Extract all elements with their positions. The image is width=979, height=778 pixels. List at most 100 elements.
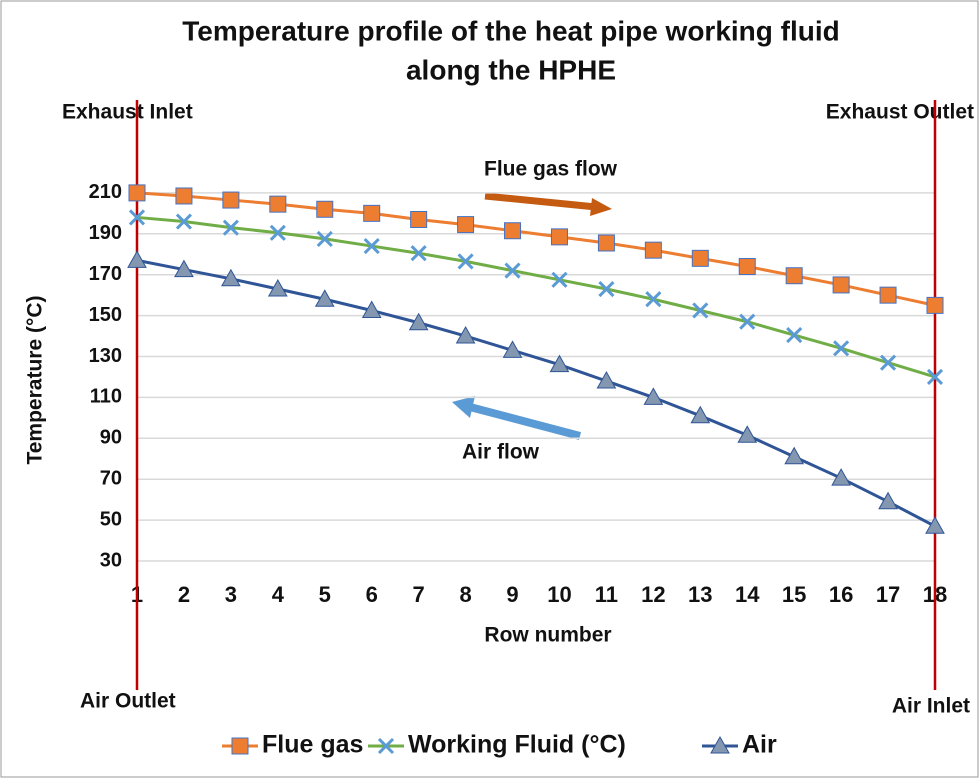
x-tick-label: 11	[595, 582, 618, 607]
marker	[643, 387, 664, 405]
marker	[457, 216, 475, 234]
annotation: Air flow	[462, 441, 540, 464]
y-tick-label: 190	[89, 222, 122, 244]
y-tick-label: 90	[100, 427, 122, 449]
marker	[269, 224, 286, 241]
annotation: Exhaust Inlet	[62, 101, 193, 124]
marker	[597, 234, 615, 252]
marker	[316, 200, 334, 218]
annotation: Air Inlet	[892, 695, 970, 718]
marker	[316, 230, 333, 247]
marker	[175, 213, 193, 230]
legend-label: Working Fluid (°C)	[408, 731, 626, 759]
marker	[377, 737, 395, 755]
flow-arrow	[484, 192, 597, 211]
marker	[174, 259, 194, 278]
marker	[455, 326, 476, 344]
x-tick-label: 17	[876, 582, 900, 607]
marker	[645, 291, 662, 308]
marker	[710, 735, 730, 754]
flow-arrow	[468, 403, 582, 440]
marker	[926, 296, 944, 314]
marker	[739, 313, 756, 330]
marker	[690, 405, 711, 424]
marker	[128, 209, 146, 226]
marker	[267, 278, 288, 297]
series-line	[136, 258, 936, 528]
x-tick-label: 16	[829, 582, 853, 607]
annotation: Exhaust Outlet	[826, 101, 974, 124]
marker	[691, 249, 709, 267]
marker	[832, 276, 850, 294]
x-tick-label: 2	[178, 582, 190, 607]
marker	[408, 312, 429, 331]
x-tick-label: 5	[319, 582, 331, 607]
x-tick-label: 12	[641, 582, 665, 607]
x-tick-label: 10	[547, 582, 571, 607]
marker	[879, 286, 897, 304]
marker	[785, 267, 803, 285]
marker	[692, 302, 709, 319]
marker	[596, 371, 617, 389]
marker	[363, 204, 381, 222]
marker	[550, 228, 568, 246]
marker	[831, 468, 851, 486]
x-tick-label: 7	[413, 582, 425, 607]
marker	[598, 280, 615, 298]
marker	[925, 516, 945, 534]
chart-title: along the HPHE	[406, 54, 616, 85]
marker	[784, 446, 805, 465]
marker	[879, 354, 897, 371]
y-tick-label: 150	[89, 304, 122, 326]
marker	[786, 326, 803, 344]
marker	[314, 289, 335, 307]
marker	[737, 425, 758, 443]
y-tick-label: 70	[100, 467, 122, 489]
marker	[502, 340, 523, 358]
x-tick-label: 4	[272, 582, 285, 607]
y-axis-title: Temperature (°C)	[24, 295, 47, 464]
flow-arrow-head	[590, 198, 612, 216]
marker	[551, 271, 568, 288]
marker	[878, 491, 898, 510]
x-tick-label: 6	[366, 582, 378, 607]
marker	[504, 262, 521, 279]
y-tick-label: 50	[100, 508, 122, 530]
marker	[457, 253, 474, 270]
marker	[361, 300, 382, 318]
x-tick-label: 8	[459, 582, 471, 607]
y-tick-label: 170	[89, 263, 122, 285]
chart-title: Temperature profile of the heat pipe wor…	[182, 15, 840, 46]
x-tick-label: 13	[688, 582, 712, 607]
marker	[269, 195, 287, 213]
x-tick-label: 15	[782, 582, 806, 607]
marker	[363, 238, 380, 255]
series-line	[136, 215, 936, 379]
marker	[175, 187, 193, 205]
x-tick-label: 3	[225, 582, 237, 607]
marker	[222, 219, 239, 236]
marker	[222, 191, 240, 209]
annotation: Flue gas flow	[484, 158, 618, 181]
x-tick-label: 9	[506, 582, 518, 607]
marker	[644, 241, 662, 259]
marker	[410, 210, 428, 228]
marker	[221, 268, 241, 287]
y-tick-label: 130	[89, 345, 122, 367]
marker	[738, 258, 756, 276]
y-tick-label: 30	[100, 549, 122, 571]
marker	[926, 368, 944, 386]
y-tick-label: 110	[90, 386, 122, 408]
marker	[504, 222, 522, 240]
marker	[833, 340, 850, 357]
marker	[410, 245, 427, 262]
legend-label: Air	[742, 731, 777, 759]
y-tick-label: 210	[89, 181, 122, 203]
annotation: Air Outlet	[80, 690, 176, 713]
marker	[127, 250, 147, 268]
marker	[549, 354, 570, 373]
marker	[231, 737, 249, 755]
marker	[128, 184, 146, 202]
